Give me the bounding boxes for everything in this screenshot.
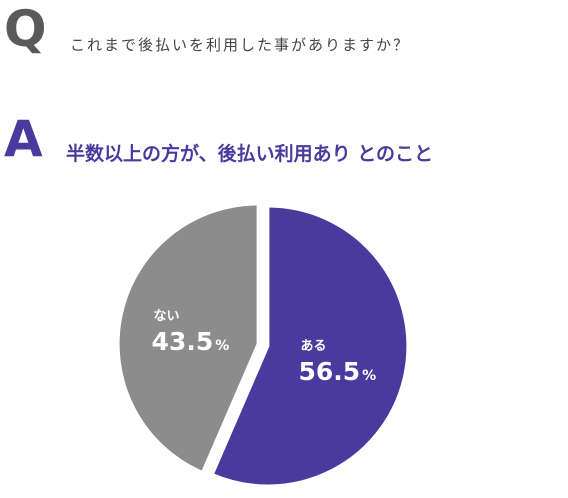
answer-text: 半数以上の方が、後払い利用あり とのこと bbox=[66, 143, 434, 165]
pie-slice-0 bbox=[210, 204, 410, 488]
slice-unit-1: % bbox=[215, 338, 229, 354]
slice-label-1: ない bbox=[154, 309, 180, 324]
question-letter: Q bbox=[4, 0, 47, 58]
pie-slice-1 bbox=[116, 202, 260, 475]
answer-letter: A bbox=[4, 110, 43, 168]
slice-unit-0: % bbox=[362, 368, 376, 384]
slice-label-0: ある bbox=[300, 339, 326, 354]
question-text: これまで後払いを利用した事がありますか？ bbox=[70, 36, 411, 54]
